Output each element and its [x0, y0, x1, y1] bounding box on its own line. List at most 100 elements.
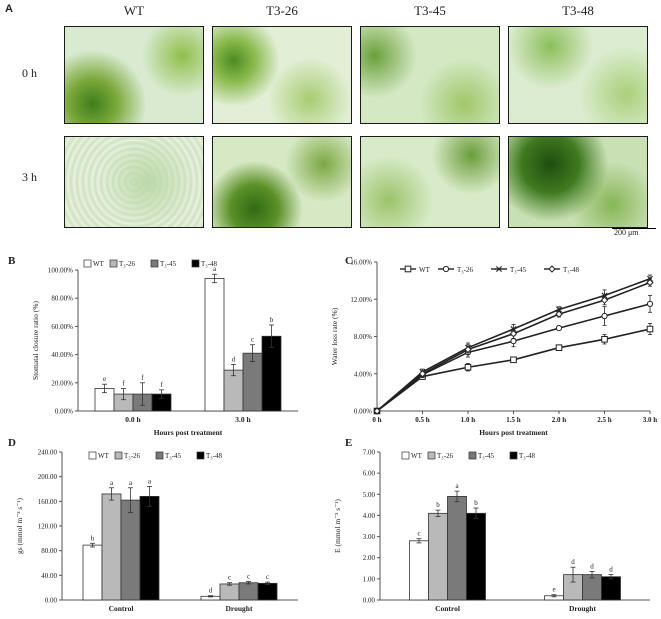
y-tick-label-e: 2.00 [363, 554, 376, 562]
legend-label-d: T₃-45 [165, 452, 182, 460]
significance-letter-d: a [148, 478, 152, 486]
y-tick-label-b: 40.00% [51, 351, 73, 359]
data-point-c [646, 278, 654, 287]
micrograph-t3-48-0h [508, 26, 648, 124]
legend-label-c: T₃-48 [563, 266, 580, 274]
y-tick-label-b: 80.00% [51, 295, 73, 303]
row-header-3h: 3 h [22, 170, 37, 184]
micrograph-t3-45-0h [360, 26, 500, 124]
legend-swatch-e [468, 451, 477, 460]
category-label-b: 0.0 h [125, 415, 141, 424]
y-tick-label-b: 60.00% [51, 323, 73, 331]
significance-letter-e: d [609, 566, 613, 574]
legend-label-c: T₃-26 [457, 266, 474, 274]
y-tick-label-e: 7.00 [363, 449, 376, 457]
data-point-c [646, 325, 654, 333]
bar-e [409, 540, 429, 601]
scale-bar [612, 228, 656, 229]
legend-swatch-d [155, 451, 164, 460]
x-tick-label-c: 2.0 h [552, 416, 567, 424]
data-point-c [555, 310, 563, 318]
significance-letter-d: c [247, 573, 250, 581]
y-tick-label-d: 80.00 [41, 547, 57, 555]
legend-label-e: WT [411, 452, 423, 460]
significance-letter-b: c [251, 336, 254, 344]
legend-label-e: T₃-26 [437, 452, 454, 460]
panel-letter-c: C [345, 255, 353, 267]
y-tick-label-b: 0.00% [55, 408, 73, 416]
y-tick-label-b: 20.00% [51, 379, 73, 387]
data-point-c [646, 300, 654, 308]
bar-d [238, 582, 259, 601]
legend-swatch-d [114, 451, 123, 460]
significance-letter-b: a [213, 265, 217, 273]
bar-d [120, 499, 141, 601]
data-point-c [373, 407, 381, 415]
scale-bar-label: 200 μm [614, 228, 639, 237]
significance-letter-b: d [232, 355, 236, 363]
bar-e [601, 576, 621, 601]
legend-swatch-e [401, 451, 410, 460]
y-tick-label-d: 0.00 [45, 597, 58, 605]
significance-letter-e: c [417, 530, 420, 538]
micrograph-wt-0h [64, 26, 204, 124]
category-label-d: Control [109, 604, 134, 613]
x-tick-label-c: 0 h [372, 416, 381, 424]
bar-d [139, 495, 160, 601]
x-tick-label-c: 3.0 h [643, 416, 658, 424]
y-tick-label-e: 5.00 [363, 491, 376, 499]
legend-swatch-b [109, 259, 118, 268]
legend-swatch-e [509, 451, 518, 460]
legend-label-d: T₃-48 [206, 452, 223, 460]
column-header-t3-45: T3-45 [414, 3, 446, 18]
legend-swatch-d [88, 451, 97, 460]
legend-label-e: T₃-45 [478, 452, 495, 460]
significance-letter-b: f [141, 374, 144, 382]
significance-letter-b: f [160, 381, 163, 389]
data-point-c [442, 265, 450, 273]
data-point-c [496, 266, 502, 272]
bar-d [257, 582, 278, 601]
micrograph-t3-26-3h [212, 136, 352, 228]
y-tick-label-e: 6.00 [363, 470, 376, 478]
legend-swatch-b [191, 259, 200, 268]
x-tick-label-c: 2.5 h [597, 416, 612, 424]
legend-label-e: T₃-48 [519, 452, 536, 460]
legend-swatch-b [83, 259, 92, 268]
significance-letter-b: f [122, 379, 125, 387]
y-tick-label-e: 4.00 [363, 512, 376, 520]
significance-letter-e: d [590, 562, 594, 570]
y-tick-label-d: 200.00 [38, 473, 58, 481]
legend-swatch-d [196, 451, 205, 460]
column-header-t3-26: T3-26 [266, 3, 298, 18]
significance-letter-b: b [270, 316, 274, 324]
bar-e [447, 495, 467, 601]
legend-label-b: T₃-26 [119, 260, 136, 268]
y-tick-label-d: 240.00 [38, 449, 58, 457]
bar-e [466, 512, 486, 601]
significance-letter-d: b [91, 534, 95, 542]
y-axis-label-e: E (mmol m⁻² s⁻¹) [333, 499, 342, 553]
y-tick-label-d: 120.00 [38, 523, 58, 531]
y-axis-label-b: Stomatal closure ratio (%) [31, 301, 40, 380]
significance-letter-d: d [209, 587, 213, 595]
y-tick-label-e: 1.00 [363, 575, 376, 583]
category-label-d: Drought [226, 604, 253, 613]
panel-letter-d: D [8, 437, 16, 449]
micrograph-t3-45-3h [360, 136, 500, 228]
y-tick-label-c: 4.00% [354, 370, 372, 378]
x-tick-label-c: 1.5 h [506, 416, 521, 424]
data-point-c [600, 296, 609, 304]
micrograph-wt-3h [64, 136, 204, 228]
data-point-c [601, 335, 608, 343]
data-point-c [418, 370, 427, 378]
x-tick-label-c: 1.0 h [461, 416, 476, 424]
y-tick-label-c: 8.00% [354, 333, 372, 341]
y-tick-label-e: 3.00 [363, 533, 376, 541]
category-label-e: Control [435, 604, 460, 613]
data-point-c [510, 338, 517, 345]
y-tick-label-d: 40.00 [41, 572, 57, 580]
bar-b [204, 278, 225, 412]
legend-label-d: T₃-26 [124, 452, 141, 460]
